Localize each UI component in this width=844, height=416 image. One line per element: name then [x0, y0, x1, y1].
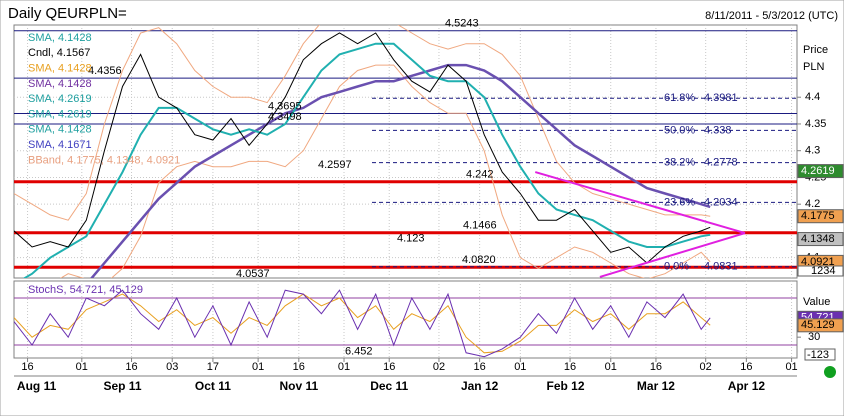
- clipped-label: 1234: [811, 265, 835, 277]
- x-tick-label: 03: [166, 361, 178, 373]
- price-box: [797, 232, 844, 247]
- x-tick-label: 16: [293, 361, 305, 373]
- price-box-label: 4.1348: [801, 233, 835, 245]
- month-label: Mar 12: [637, 379, 675, 393]
- price-box: [797, 209, 844, 224]
- legend-entry: SMA, 4.1428: [28, 124, 92, 136]
- fib-label: 4.2034: [704, 196, 738, 208]
- price-box-label: 45.129: [801, 319, 835, 331]
- level-label: 4.123: [397, 232, 425, 244]
- month-label: Aug 11: [17, 379, 57, 393]
- clipped-box: [797, 265, 844, 277]
- axis-title: Price: [803, 44, 828, 56]
- fib-pct: 38.2%: [664, 156, 695, 168]
- x-tick-label: 16: [125, 361, 137, 373]
- x-tick-label: 17: [207, 361, 219, 373]
- oscillator-legend: StochS, 54.721, 45.129: [28, 284, 143, 296]
- level-label: 4.0820: [462, 254, 496, 266]
- oscillator-plot: [14, 281, 797, 358]
- price-plot: [14, 25, 797, 278]
- x-tick-label: 16: [564, 361, 576, 373]
- level-label: 4.2597: [318, 159, 352, 171]
- trendline: [534, 171, 746, 235]
- legend-entry: SMA, 4.1428: [28, 63, 92, 75]
- legend-entry: SMA, 4.2619: [28, 108, 92, 120]
- price-box-label: 4.0921: [801, 256, 835, 268]
- fib-pct: 23.6%: [664, 196, 695, 208]
- level-label: 4.3498: [268, 111, 302, 123]
- month-label: Jan 12: [461, 379, 499, 393]
- month-label: Apr 12: [728, 379, 766, 393]
- month-label: Feb 12: [547, 379, 585, 393]
- clipped-label: -123: [807, 349, 829, 361]
- x-tick-label: 16: [383, 361, 395, 373]
- chart-title: Daily QEURPLN=: [8, 5, 127, 22]
- status-icon[interactable]: [824, 366, 836, 378]
- overlay: 16 01 16 03 17 01 16 01 16 02 16 01 16 01 16 02 16 01 Aug …: [17, 18, 844, 393]
- x-tick-label: 01: [785, 361, 797, 373]
- x-tick-label: 16: [740, 361, 752, 373]
- y-tick-label: 4.35: [805, 118, 826, 130]
- fib-label: 4.338: [704, 124, 732, 136]
- y-tick-label: 4.4: [805, 91, 820, 103]
- oscillator-series: [14, 289, 711, 358]
- y-tick-label: 4.2: [805, 198, 820, 210]
- x-tick-label: 16: [21, 361, 33, 373]
- legend-entry: Cndl, 4.1567: [28, 47, 90, 59]
- price-panel: [13, 24, 798, 279]
- price-series: [90, 63, 711, 278]
- x-tick-label: 01: [338, 361, 350, 373]
- month-label: Oct 11: [195, 379, 231, 393]
- x-tick-label: 02: [700, 361, 712, 373]
- price-box-label: 4.1775: [801, 210, 835, 222]
- y-tick-label: 30: [808, 331, 820, 343]
- fib-label: 4.0831: [704, 261, 738, 273]
- price-series: [14, 25, 711, 221]
- oscillator-panel: [13, 280, 798, 359]
- clipped-box: [804, 348, 836, 361]
- level-label: 4.242: [466, 169, 494, 181]
- price-series: [59, 64, 711, 278]
- legend-entry: SMA, 4.2619: [28, 93, 92, 105]
- x-tick-label: 01: [605, 361, 617, 373]
- fib-pct: 0.0%: [664, 261, 689, 273]
- level-label: 4.0537: [236, 268, 270, 280]
- legend-entry: SMA, 4.1428: [28, 32, 92, 44]
- level-label: 4.1466: [463, 220, 497, 232]
- fib-label: 4.3981: [704, 92, 738, 104]
- legend-entry: SMA, 4.1671: [28, 139, 92, 151]
- x-tick-label: 01: [76, 361, 88, 373]
- fib-pct: 50.0%: [664, 124, 695, 136]
- price-box: [797, 318, 844, 333]
- date-range: 8/11/2011 - 5/3/2012 (UTC): [705, 10, 838, 22]
- price-box-label: 4.2619: [801, 165, 835, 177]
- x-tick-label: 01: [252, 361, 264, 373]
- month-label: Nov 11: [279, 379, 318, 393]
- fib-label: 4.2778: [704, 156, 738, 168]
- axis-unit: PLN: [803, 61, 824, 73]
- oscillator-axis-title: Value: [803, 296, 830, 308]
- level-label: 4.4356: [88, 65, 122, 77]
- y-tick-label: 4.3: [805, 145, 820, 157]
- price-box: [797, 164, 844, 179]
- x-tick-label: 16: [474, 361, 486, 373]
- trendline: [599, 232, 746, 278]
- level-label: 4.3695: [268, 100, 302, 112]
- month-label: Sep 11: [103, 379, 141, 393]
- price-series: [22, 42, 711, 278]
- x-tick-label: 16: [650, 361, 662, 373]
- fib-pct: 61.8%: [664, 92, 695, 104]
- level-label: 4.5243: [445, 18, 479, 30]
- month-label: Dec 11: [370, 379, 408, 393]
- x-tick-label: 01: [514, 361, 526, 373]
- price-series: [14, 32, 711, 264]
- legend-entry: BBand, 4.1775, 4.1348, 4.0921: [28, 154, 180, 166]
- legend-entry: SMA, 4.1428: [28, 78, 92, 90]
- oscillator-level-label: 6.452: [345, 346, 373, 358]
- x-tick-label: 02: [433, 361, 445, 373]
